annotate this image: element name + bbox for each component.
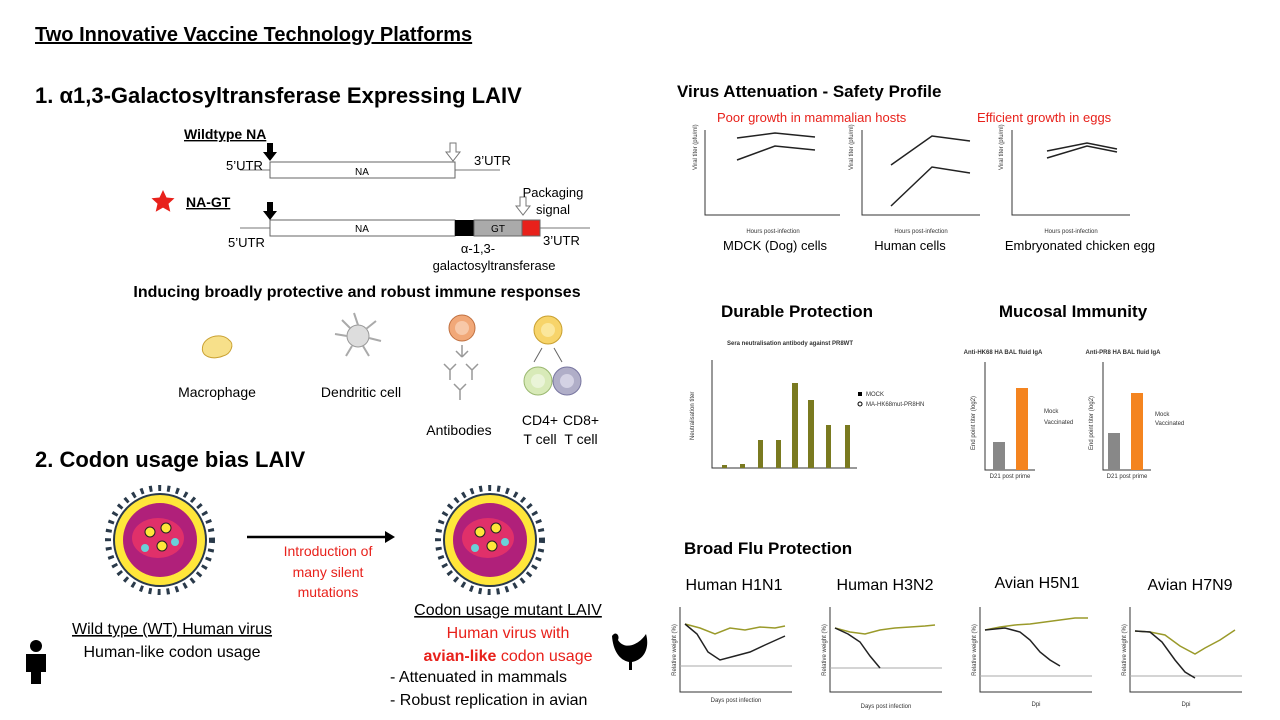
section-heading: 1. α1,3-Galactosyltransferase Expressing… [35, 83, 522, 108]
bullet: - Attenuated in mammals [390, 669, 567, 686]
wildtype-gene [240, 142, 500, 179]
arrow-label: many silent [293, 564, 364, 580]
axis-label: Relative weight (%) [972, 624, 978, 676]
axis-label: Relative weight (%) [672, 624, 678, 676]
utr-label: 3’UTR [543, 233, 580, 248]
strain-label: Human H3N2 [837, 577, 934, 594]
strain-label: Avian H5N1 [994, 575, 1079, 592]
section-heading: 2. Codon usage bias LAIV [35, 447, 305, 472]
axis-label: Dpi [1031, 702, 1040, 708]
axis-label: Hours post-infection [1044, 229, 1097, 235]
axis-label: Dpi [1181, 702, 1190, 708]
axis-label: Viral titer (pfu/ml) [693, 124, 699, 170]
legend-label: Vaccinated [1044, 420, 1073, 426]
gene-segment: NA [355, 167, 369, 178]
axis-label: Hours post-infection [894, 229, 947, 235]
note: Efficient growth in eggs [977, 110, 1112, 125]
safety-plots [704, 130, 1130, 216]
axis-label: Days post infection [711, 698, 762, 704]
weight-plots [679, 607, 1242, 693]
na-gt-gene [240, 196, 590, 237]
gene-label: NA-GT [186, 194, 231, 210]
virus-desc: avian-like codon usage [423, 648, 592, 665]
annotation: galactosyltransferase [433, 258, 556, 273]
caption: MDCK (Dog) cells [723, 238, 828, 253]
chart-title: Anti-PR8 HA BAL fluid IgA [1086, 350, 1162, 356]
cell-label: Macrophage [178, 384, 256, 400]
annotation: signal [536, 202, 570, 217]
utr-label: 3’UTR [474, 153, 511, 168]
axis-label: Relative weight (%) [822, 624, 828, 676]
bullet: - Robust replication in avian [390, 692, 587, 709]
axis-label: Hours post-infection [746, 229, 799, 235]
axis-label: Neutralisation titer [690, 392, 696, 440]
subheading: Inducing broadly protective and robust i… [133, 284, 580, 301]
panel-title: Virus Attenuation - Safety Profile [677, 82, 942, 101]
arrow-label: Introduction of [284, 543, 373, 559]
utr-label: 5’UTR [228, 235, 265, 250]
panel-title: Durable Protection [721, 302, 873, 321]
cell-label: Antibodies [426, 422, 491, 438]
annotation: Packaging [523, 185, 584, 200]
virus-desc: Human virus with [447, 625, 570, 642]
axis-label: Relative weight (%) [1122, 624, 1128, 676]
cell-label: CD4+ [522, 412, 558, 428]
mucosal-plots [984, 362, 1151, 471]
arrow-label: mutations [298, 584, 359, 600]
axis-label: Viral titer (pfu/ml) [999, 124, 1005, 170]
legend-label: Mock [1044, 409, 1059, 415]
durable-plot [711, 360, 857, 469]
panel-title: Mucosal Immunity [999, 302, 1148, 321]
virus-desc: Human-like codon usage [84, 644, 261, 661]
gene-label: Wildtype NA [184, 126, 266, 142]
virus-icons [26, 485, 648, 684]
slide-title: Two Innovative Vaccine Technology Platfo… [35, 24, 472, 46]
legend-swatch [857, 401, 863, 407]
virus-label: Wild type (WT) Human virus [72, 621, 272, 638]
axis-label: Days post infection [861, 704, 912, 710]
panel-title: Broad Flu Protection [684, 539, 852, 558]
cell-label: T cell [523, 431, 556, 447]
cell-label: CD8+ [563, 412, 599, 428]
virus-label: Codon usage mutant LAIV [414, 602, 602, 619]
legend-swatch [858, 392, 862, 396]
legend-label: Vaccinated [1155, 421, 1184, 427]
cell-icons [201, 312, 582, 400]
note: Poor growth in mammalian hosts [717, 110, 907, 125]
strain-label: Human H1N1 [686, 577, 783, 594]
cell-label: T cell [564, 431, 597, 447]
axis-label: D21 post prime [990, 474, 1031, 480]
legend-label: MOCK [866, 392, 884, 398]
annotation: α-1,3- [461, 241, 495, 256]
axis-label: Viral titer (pfu/ml) [849, 124, 855, 170]
gene-segment: GT [491, 224, 505, 235]
strain-label: Avian H7N9 [1147, 577, 1232, 594]
cell-label: Dendritic cell [321, 384, 401, 400]
axis-label: End point titer (log2) [1089, 396, 1095, 450]
text: codon usage [496, 648, 592, 665]
axis-label: D21 post prime [1107, 474, 1148, 480]
axis-label: End point titer (log2) [971, 396, 977, 450]
caption: Embryonated chicken egg [1005, 238, 1155, 253]
chart-title: Sera neutralisation antibody against PR8… [727, 341, 853, 347]
star-icon [151, 190, 175, 212]
emphasis: avian-like [423, 648, 496, 665]
legend-label: MA-HK68mut-PR8HN [866, 402, 924, 408]
legend-label: Mock [1155, 412, 1170, 418]
chart-title: Anti-HK68 HA BAL fluid IgA [964, 350, 1043, 356]
gene-segment: NA [355, 224, 369, 235]
caption: Human cells [874, 238, 946, 253]
utr-label: 5’UTR [226, 158, 263, 173]
